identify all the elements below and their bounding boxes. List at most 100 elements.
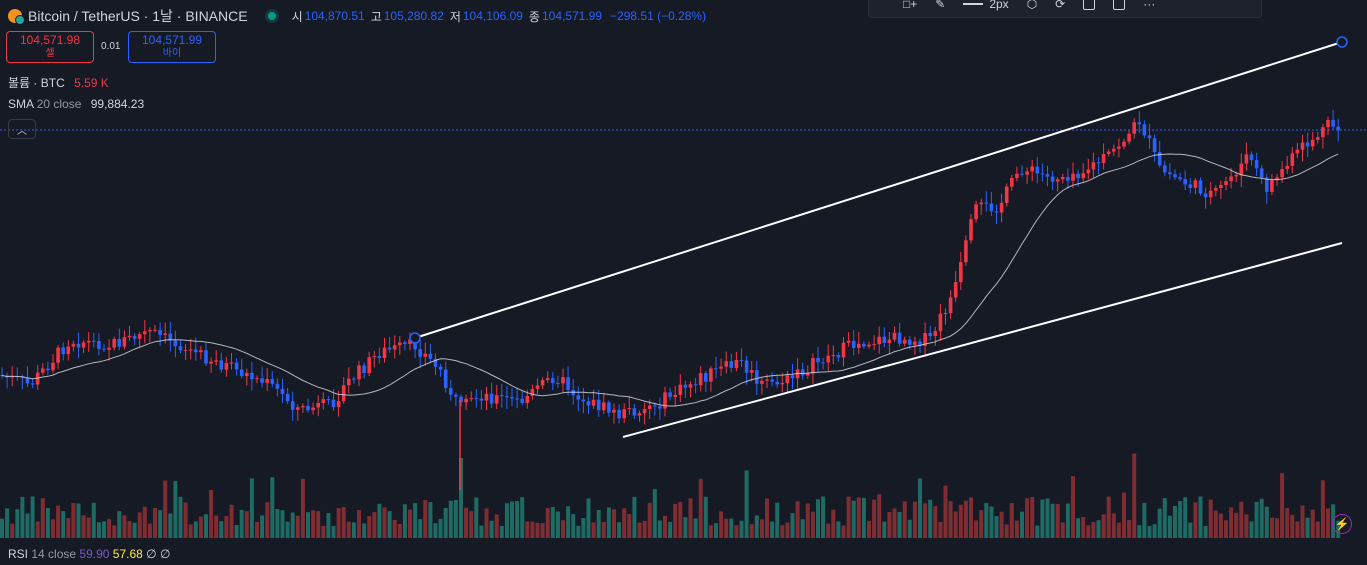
- buy-label: 바이: [162, 48, 182, 59]
- volume-bar: [734, 525, 739, 538]
- volume-bar: [846, 496, 851, 538]
- channel-upper-line[interactable]: [414, 41, 1343, 339]
- rsi-indicator-legend[interactable]: RSI 14 close 59.90 57.68 ∅ ∅: [8, 547, 170, 561]
- buy-button[interactable]: 104,571.99 바이: [128, 31, 216, 63]
- volume-bar: [357, 510, 361, 538]
- volume-bar: [219, 521, 224, 538]
- volume-bar: [974, 520, 979, 538]
- candle-body: [1040, 173, 1045, 175]
- volume-bar: [933, 506, 938, 538]
- candle-body: [851, 340, 856, 348]
- volume-bar: [775, 502, 780, 538]
- volume-bar: [484, 508, 489, 538]
- candle-body: [183, 350, 188, 352]
- channel-anchor-right[interactable]: [1336, 36, 1348, 48]
- high-value: 105,280.82: [383, 9, 444, 23]
- candle-body: [1326, 120, 1330, 128]
- channel-lower-line[interactable]: [622, 242, 1343, 438]
- line-width-button[interactable]: 2px: [963, 0, 1009, 11]
- more-icon[interactable]: ···: [1143, 0, 1156, 11]
- lock-icon[interactable]: [1083, 0, 1096, 10]
- volume-indicator-value: 5.59 K: [74, 76, 109, 90]
- candle-body: [403, 342, 407, 344]
- candle-body: [1188, 184, 1193, 188]
- candle-body: [1066, 177, 1070, 181]
- candle-body: [1305, 142, 1310, 147]
- change-value: −298.51 (−0.28%): [610, 9, 707, 23]
- volume-bar: [1193, 502, 1198, 538]
- volume-bar: [300, 478, 305, 538]
- volume-bar: [71, 503, 76, 538]
- volume-bar: [923, 503, 928, 538]
- volume-bar: [882, 521, 887, 538]
- candle-body: [806, 373, 810, 376]
- candle-body: [1336, 126, 1340, 131]
- candle-body: [168, 333, 173, 341]
- candle-body: [923, 332, 927, 346]
- volume-indicator-legend[interactable]: 볼륨 · BTC 5.59 K: [8, 74, 109, 91]
- volume-bar: [351, 522, 356, 538]
- volume-bar: [372, 512, 377, 538]
- magnet-icon[interactable]: ⟳: [1055, 0, 1066, 11]
- candle-body: [326, 399, 331, 401]
- sell-button[interactable]: 104,571.98 셀: [6, 31, 94, 63]
- candle-body: [602, 402, 606, 411]
- volume-bar: [693, 518, 698, 538]
- rsi-indicator-name: RSI: [8, 547, 29, 561]
- candle-body: [525, 395, 530, 403]
- candle-body: [428, 353, 433, 359]
- volume-bar: [581, 518, 586, 538]
- candle-body: [296, 407, 300, 410]
- candle-body: [617, 409, 621, 419]
- volume-bar: [1132, 453, 1137, 538]
- market-status-icon[interactable]: [267, 12, 276, 20]
- volume-bar: [647, 503, 652, 538]
- candle-body: [596, 399, 601, 411]
- candle-body: [724, 361, 728, 367]
- candle-body: [872, 344, 876, 346]
- open-label: 시: [291, 9, 303, 24]
- candle-body: [92, 340, 96, 342]
- candle-body: [382, 347, 387, 359]
- bolt-icon[interactable]: ⚡: [1332, 514, 1352, 534]
- volume-bar: [576, 525, 581, 538]
- candle-body: [780, 383, 785, 385]
- volume-bar: [173, 481, 178, 538]
- candle-body: [821, 362, 825, 364]
- candle-body: [219, 360, 224, 370]
- collapse-legend-button[interactable]: ︿: [8, 119, 36, 139]
- volume-bar: [632, 496, 637, 538]
- candle-body: [591, 399, 596, 406]
- candle-body: [800, 369, 805, 376]
- trash-icon[interactable]: [1113, 0, 1126, 10]
- candle-body: [668, 392, 672, 397]
- symbol-title[interactable]: Bitcoin / TetherUS · 1날 · BINANCE: [28, 8, 248, 24]
- volume-bar: [530, 521, 535, 538]
- candle-body: [413, 339, 417, 350]
- volume-bar: [1147, 525, 1152, 538]
- candle-body: [260, 378, 264, 383]
- sma-indicator-legend[interactable]: SMA 20 close 99,884.23: [8, 97, 144, 111]
- sma-line: [1, 153, 1339, 407]
- candle-body: [576, 395, 581, 400]
- add-icon[interactable]: □+: [903, 0, 918, 11]
- candle-body: [20, 377, 25, 379]
- candle-body: [102, 348, 106, 350]
- candle-body: [765, 379, 769, 381]
- candle-body: [1122, 141, 1126, 147]
- pencil-icon[interactable]: ✎: [935, 0, 946, 11]
- candle-body: [831, 355, 836, 357]
- candle-body: [862, 343, 866, 347]
- candle-body: [265, 379, 269, 383]
- volume-bar: [1127, 519, 1132, 538]
- volume-bar: [851, 500, 856, 538]
- candle-body: [1086, 169, 1091, 174]
- close-label: 종: [528, 9, 540, 24]
- candle-body: [500, 395, 504, 397]
- channel-anchor-left[interactable]: [409, 332, 421, 344]
- candle-body: [857, 343, 861, 348]
- volume-bar: [1020, 511, 1024, 538]
- candle-body: [1310, 139, 1315, 147]
- shape-icon[interactable]: ⬡: [1026, 0, 1038, 11]
